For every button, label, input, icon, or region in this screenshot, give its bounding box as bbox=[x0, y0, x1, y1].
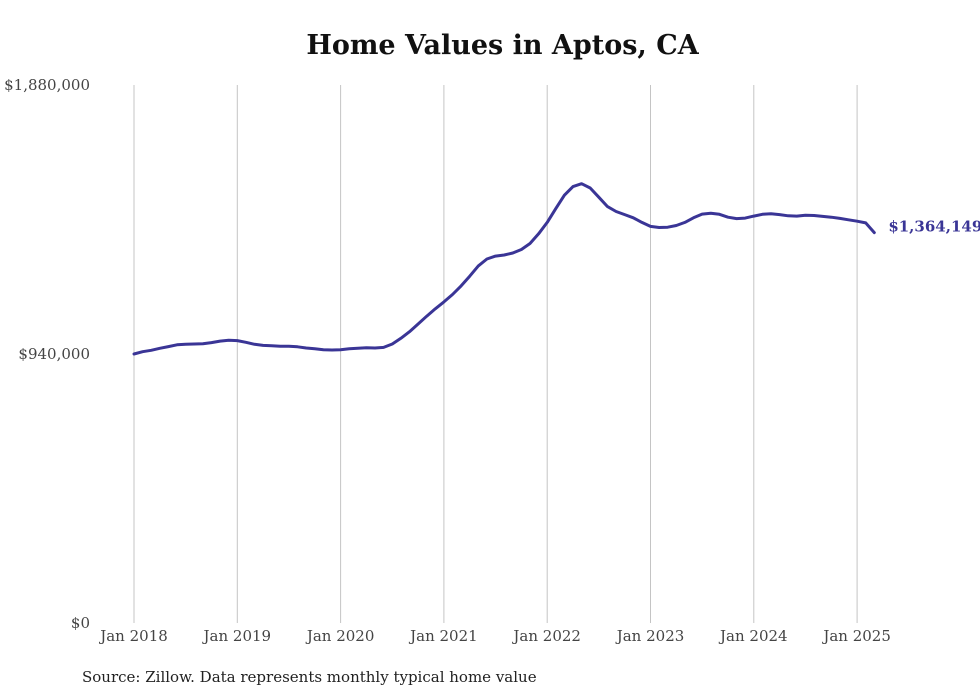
end-value-label: $1,364,149 bbox=[888, 218, 980, 236]
y-axis-ticks: $0 $940,000 $1,880,000 bbox=[4, 76, 90, 632]
series-layer bbox=[132, 182, 876, 356]
series-line bbox=[132, 182, 876, 356]
source-note: Source: Zillow. Data represents monthly … bbox=[82, 668, 537, 686]
x-axis-ticks: Jan 2018 Jan 2019 Jan 2020 Jan 2021 Jan 2022… bbox=[98, 627, 891, 645]
x-tick-label: Jan 2021 bbox=[408, 627, 478, 645]
x-tick-label: Jan 2025 bbox=[821, 627, 891, 645]
y-tick-label: $1,880,000 bbox=[4, 76, 90, 94]
x-tick-label: Jan 2023 bbox=[615, 627, 685, 645]
y-tick-label: $0 bbox=[71, 614, 90, 632]
x-tick-label: Jan 2018 bbox=[98, 627, 168, 645]
chart-title: Home Values in Aptos, CA bbox=[306, 30, 699, 61]
x-tick-label: Jan 2024 bbox=[718, 627, 788, 645]
vertical-gridlines bbox=[133, 85, 858, 623]
x-tick-label: Jan 2022 bbox=[511, 627, 581, 645]
x-tick-label: Jan 2019 bbox=[202, 627, 272, 645]
x-tick-label: Jan 2020 bbox=[305, 627, 375, 645]
y-tick-label: $940,000 bbox=[18, 345, 90, 363]
